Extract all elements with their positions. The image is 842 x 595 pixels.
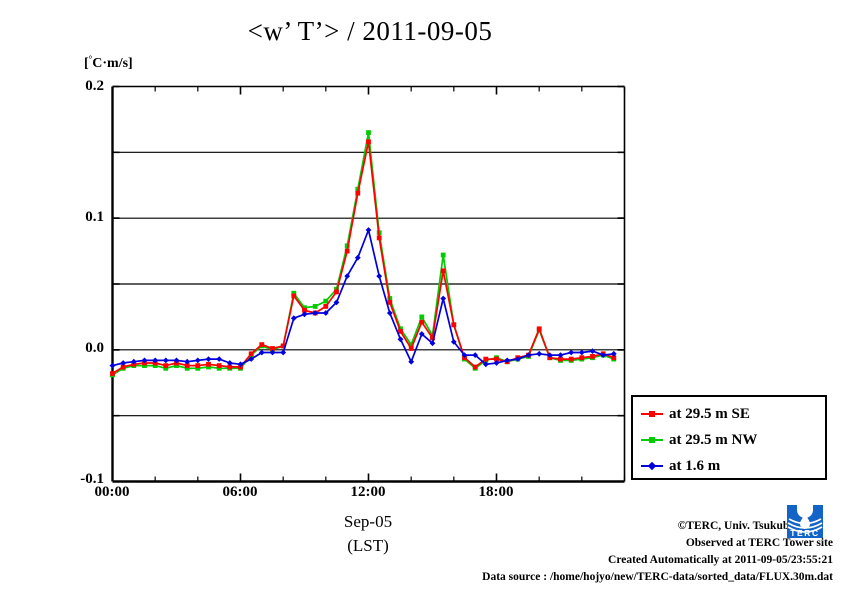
legend-item-1[interactable]: at 29.5 m NW <box>641 430 757 450</box>
legend: at 29.5 m SE at 29.5 m NW at 1.6 m <box>631 395 827 480</box>
svg-text:TERC: TERC <box>790 528 820 538</box>
series-1 <box>110 139 617 376</box>
y-unit-rest: C·m/s] <box>92 56 133 71</box>
y-tick-label: 0.0 <box>85 340 104 356</box>
footer-created: Created Automatically at 2011-09-05/23:5… <box>608 554 833 566</box>
x-axis-title-line2: (LST) <box>347 536 389 555</box>
page-title: <w’ T’> / 2011-09-05 <box>247 16 493 46</box>
y-unit-bracket-open: [ <box>84 56 89 71</box>
y-axis-unit-label: [°C·m/s] <box>84 54 133 72</box>
x-axis-title-line1: Sep-05 <box>343 512 393 531</box>
degree-icon: ° <box>88 54 93 64</box>
legend-item-0[interactable]: at 29.5 m SE <box>641 404 750 424</box>
y-tick-label: -0.1 <box>80 471 104 487</box>
y-tick-label: 0.2 <box>85 78 104 94</box>
legend-marker-icon <box>641 460 663 472</box>
series-3 <box>109 227 617 369</box>
terc-logo-icon: TERC <box>787 505 823 538</box>
x-tick-label: 12:00 <box>350 484 386 500</box>
x-tick-label: 00:00 <box>94 484 130 500</box>
footer-copyright: ©TERC, Univ. Tsukuba <box>677 520 795 532</box>
legend-label: at 29.5 m SE <box>669 405 750 422</box>
x-tick-label: 06:00 <box>222 484 258 500</box>
x-tick-label: 18:00 <box>478 484 514 500</box>
y-tick-label: 0.1 <box>85 209 104 225</box>
legend-item-2[interactable]: at 1.6 m <box>641 456 720 476</box>
legend-marker-icon <box>641 408 663 420</box>
legend-label: at 29.5 m NW <box>669 431 758 448</box>
footer-data-source: Data source : /home/hojyo/new/TERC-data/… <box>482 571 833 583</box>
legend-label: at 1.6 m <box>669 457 721 474</box>
legend-marker-icon <box>641 434 663 446</box>
x-axis-title: Sep-05 (LST) <box>288 510 448 558</box>
footer-observed: Observed at TERC Tower site <box>685 537 833 549</box>
